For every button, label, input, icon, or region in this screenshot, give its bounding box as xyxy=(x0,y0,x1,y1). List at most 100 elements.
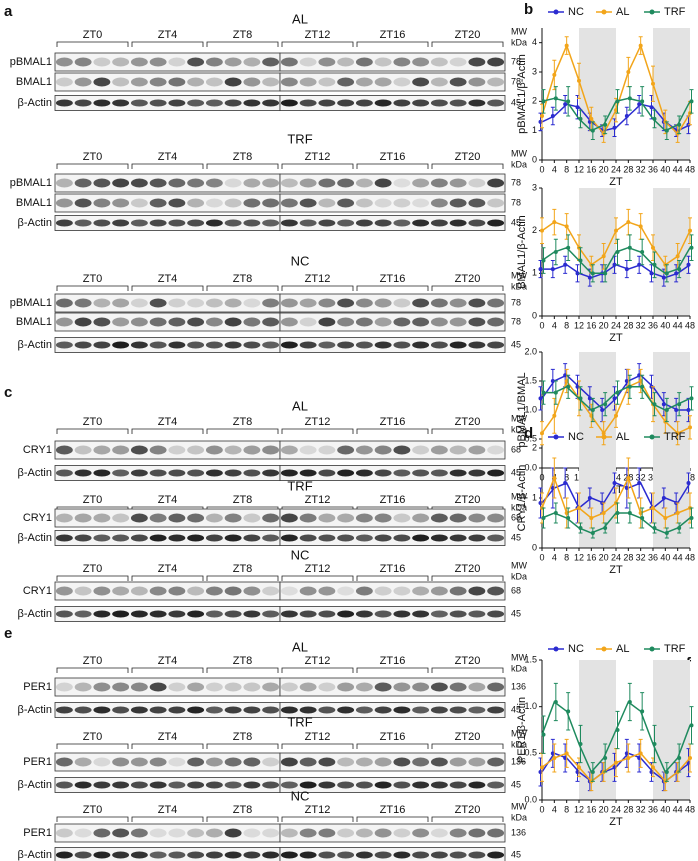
band xyxy=(393,513,411,523)
y-tick-label: 0.0 xyxy=(524,794,537,804)
band xyxy=(468,57,486,67)
data-point xyxy=(686,262,691,267)
zt-label: ZT4 xyxy=(158,416,178,428)
band xyxy=(412,781,430,789)
panel-letter: e xyxy=(4,625,12,642)
x-tick-label: 8 xyxy=(564,164,569,174)
zt-bracket xyxy=(281,41,354,47)
band xyxy=(430,469,448,477)
x-tick-label: 0 xyxy=(539,164,544,174)
band xyxy=(468,317,486,327)
band xyxy=(374,445,392,455)
band xyxy=(93,317,111,327)
band xyxy=(430,757,448,767)
data-point xyxy=(553,96,558,101)
legend-marker xyxy=(649,434,655,440)
band xyxy=(318,219,336,227)
y-tick-label: 2 xyxy=(532,225,537,235)
band xyxy=(205,706,223,714)
band xyxy=(262,513,280,523)
band xyxy=(130,198,148,208)
data-point xyxy=(624,114,629,118)
zt-label: ZT0 xyxy=(83,494,103,506)
band xyxy=(393,445,411,455)
band xyxy=(393,781,411,789)
x-tick-label: 16 xyxy=(586,320,596,330)
y-tick-label: 3 xyxy=(532,66,537,76)
band xyxy=(243,469,261,477)
band xyxy=(55,757,73,767)
band xyxy=(149,781,167,789)
data-point xyxy=(564,751,569,756)
band xyxy=(205,513,223,523)
band xyxy=(337,219,355,227)
band xyxy=(149,298,167,308)
zt-bracket xyxy=(131,816,204,822)
band xyxy=(187,851,205,859)
data-point xyxy=(651,245,655,250)
zt-label: ZT8 xyxy=(233,416,253,428)
shaded-band xyxy=(579,448,616,548)
band xyxy=(487,610,505,618)
band xyxy=(280,99,298,107)
data-point xyxy=(615,728,620,732)
data-point xyxy=(689,245,694,250)
y-tick-label: 0.0 xyxy=(524,462,537,472)
shaded-band xyxy=(579,188,616,316)
band xyxy=(74,682,92,692)
zt-label: ZT20 xyxy=(455,273,481,285)
band xyxy=(74,198,92,208)
data-point xyxy=(651,506,655,510)
band xyxy=(299,513,317,523)
band xyxy=(112,317,130,327)
band xyxy=(224,298,242,308)
band xyxy=(449,317,467,327)
band xyxy=(130,317,148,327)
data-point xyxy=(540,431,544,436)
band xyxy=(449,219,467,227)
zt-label: ZT8 xyxy=(233,731,253,743)
band xyxy=(355,469,373,477)
band xyxy=(262,317,280,327)
zt-bracket xyxy=(281,428,354,434)
band xyxy=(280,781,298,789)
band xyxy=(299,469,317,477)
zt-bracket xyxy=(56,41,129,47)
band xyxy=(243,534,261,542)
band xyxy=(262,610,280,618)
band xyxy=(412,469,430,477)
band xyxy=(393,586,411,596)
data-point xyxy=(651,765,655,770)
band xyxy=(337,298,355,308)
blot-strip xyxy=(279,95,506,111)
y-tick-label: 2 xyxy=(532,96,537,106)
y-tick-label: 1 xyxy=(532,492,537,502)
x-tick-label: 40 xyxy=(660,804,670,814)
band xyxy=(318,341,336,349)
band xyxy=(299,534,317,542)
data-point xyxy=(590,531,595,535)
band xyxy=(112,219,130,227)
band xyxy=(205,77,223,87)
data-point xyxy=(640,516,645,520)
band xyxy=(374,828,392,838)
data-point xyxy=(661,402,666,407)
band xyxy=(74,513,92,523)
band xyxy=(393,534,411,542)
zt-bracket xyxy=(206,667,279,673)
data-point xyxy=(637,481,642,485)
data-point xyxy=(652,402,657,407)
band xyxy=(337,757,355,767)
blot-title: NC xyxy=(291,547,310,562)
band xyxy=(468,219,486,227)
zt-label: ZT4 xyxy=(158,563,178,575)
zt-label: ZT20 xyxy=(455,563,481,575)
zt-bracket xyxy=(431,743,504,749)
band xyxy=(393,341,411,349)
band xyxy=(168,828,186,838)
band xyxy=(168,757,186,767)
x-tick-label: 24 xyxy=(611,164,621,174)
x-tick-label: 16 xyxy=(586,164,596,174)
blot-strip xyxy=(279,293,506,313)
band xyxy=(205,781,223,789)
